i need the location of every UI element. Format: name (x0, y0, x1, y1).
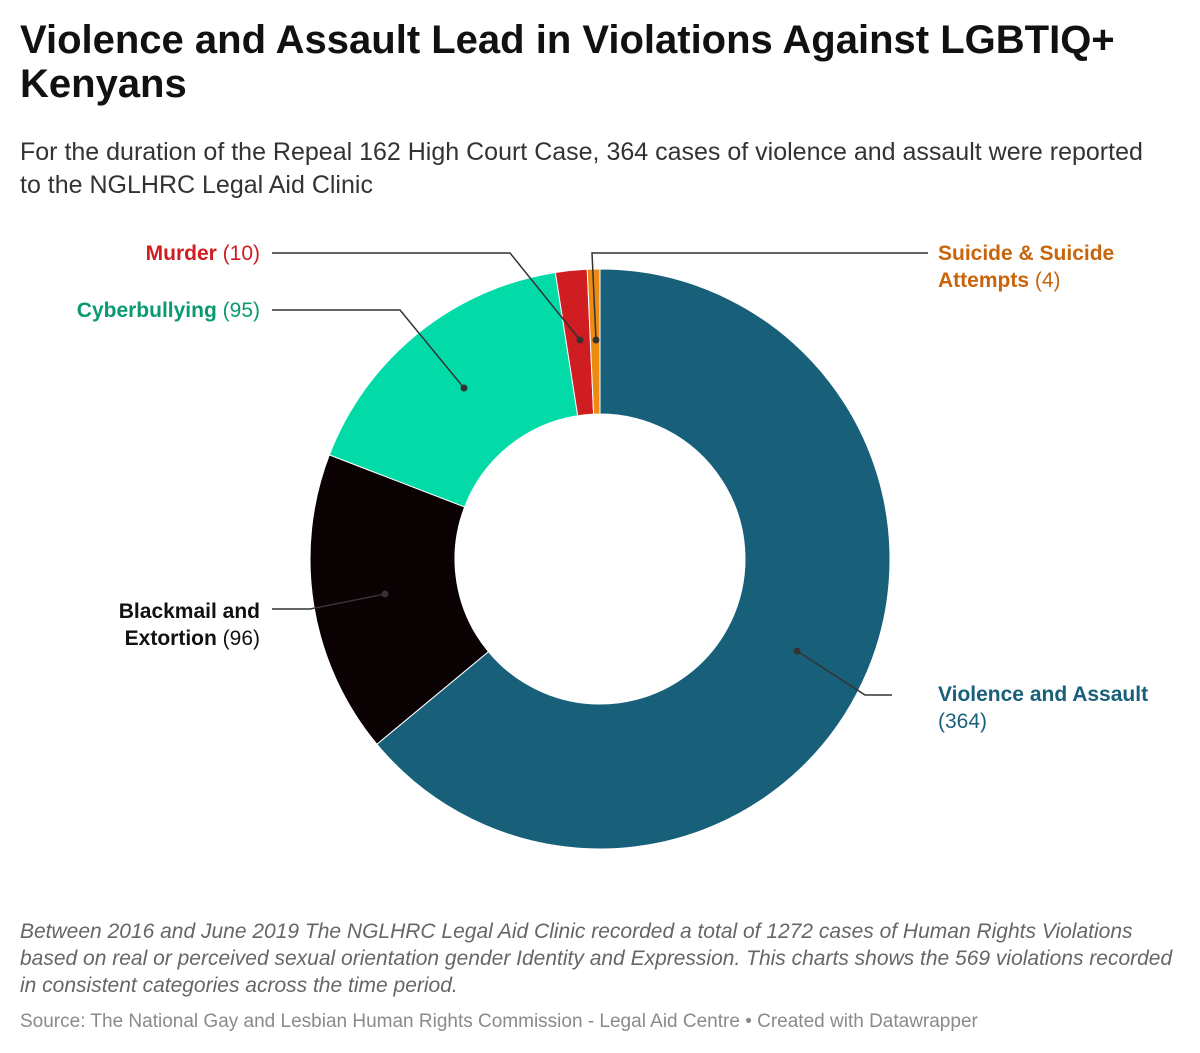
leader-dot-suicide-and-suicide-attempts (592, 336, 600, 344)
leader-line-suicide-and-suicide-attempts (591, 252, 928, 341)
leader-dot-violence-and-assault (793, 647, 801, 655)
slice-blackmail-and-extortion (309, 454, 490, 745)
donut-slices (309, 268, 891, 850)
slice-cyberbullying (328, 271, 579, 508)
donut-chart: Violence and Assault (364) Blackmail and Ex… (77, 242, 1148, 850)
chart-subtitle: For the duration of the Repeal 162 High … (20, 138, 1143, 199)
slice-label-suicide-and-suicide-attempts: Suicide & Suicide Attempts (4) (938, 242, 1114, 292)
chart-source: Source: The National Gay and Lesbian Hum… (20, 1011, 978, 1032)
slice-label-murder: Murder (10) (146, 242, 260, 265)
label-leader-lines (272, 252, 928, 696)
slice-label-blackmail-and-extortion: Blackmail and Extortion (96) (119, 600, 260, 650)
leader-dot-murder (576, 336, 584, 344)
slice-violence-and-assault (376, 268, 891, 850)
leader-dot-blackmail-and-extortion (381, 590, 389, 598)
slice-labels: Violence and Assault (364) Blackmail and Ex… (77, 242, 1148, 733)
chart-title: Violence and Assault Lead in Violations … (20, 18, 1115, 106)
slice-label-violence-and-assault: Violence and Assault (364) (938, 683, 1148, 733)
slice-label-cyberbullying: Cyberbullying (95) (77, 299, 260, 322)
leader-dot-cyberbullying (460, 384, 468, 392)
leader-line-violence-and-assault (796, 650, 892, 696)
chart-notes: Between 2016 and June 2019 The NGLHRC Le… (20, 920, 1173, 997)
leader-line-cyberbullying (272, 309, 465, 389)
leader-line-blackmail-and-extortion (272, 593, 386, 610)
leader-line-murder (272, 252, 581, 341)
